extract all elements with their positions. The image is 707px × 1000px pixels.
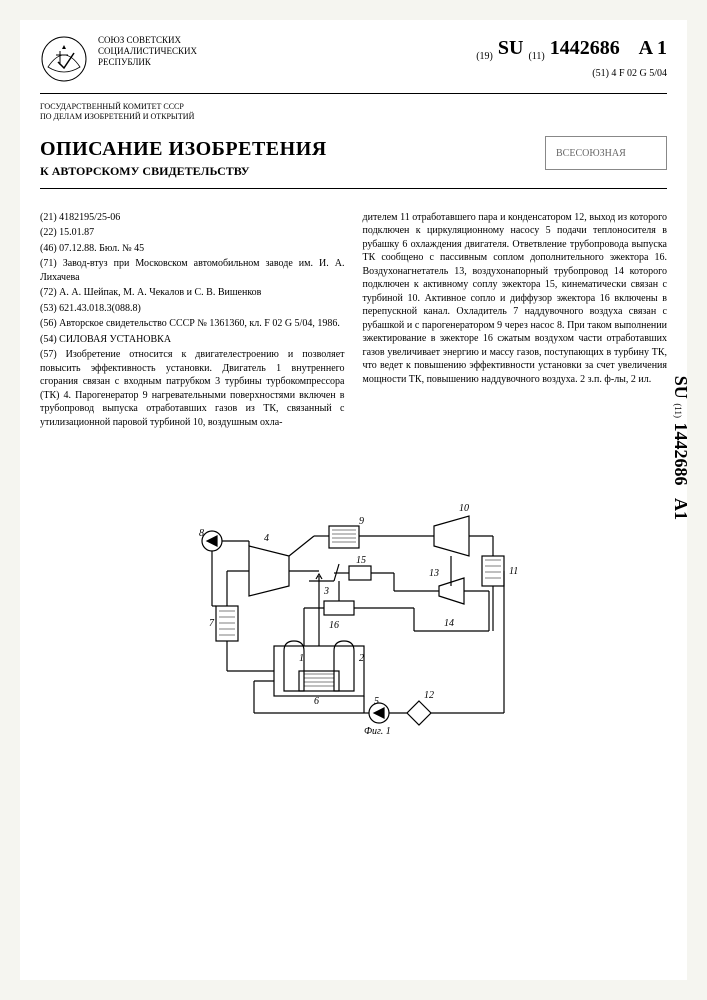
doc-number: 1442686 — [550, 37, 620, 59]
field-21: (21) 4182195/25-06 — [40, 211, 345, 225]
node-8: 8 — [199, 528, 204, 539]
abstract-col1: (57) Изобретение относится к двигателест… — [40, 348, 345, 429]
divider — [40, 93, 667, 94]
node-11: 11 — [509, 566, 518, 577]
side-kind: A1 — [671, 498, 691, 520]
field-22: (22) 15.01.87 — [40, 226, 345, 240]
field-56: (56) Авторское свидетельство СССР № 1361… — [40, 317, 345, 331]
union-line3: РЕСПУБЛИК — [98, 57, 466, 68]
node-3: 3 — [323, 586, 329, 597]
abstract-col2: дителем 11 отработавшего пара и конденса… — [363, 211, 668, 387]
schematic-diagram: 1 2 3 4 5 6 7 8 9 10 11 12 13 14 15 16 Ф… — [164, 456, 544, 736]
body-columns: (21) 4182195/25-06 (22) 15.01.87 (46) 07… — [40, 209, 667, 432]
left-column: (21) 4182195/25-06 (22) 15.01.87 (46) 07… — [40, 209, 345, 432]
node-4: 4 — [264, 533, 269, 544]
committee-line1: ГОСУДАРСТВЕННЫЙ КОМИТЕТ СССР — [40, 102, 667, 112]
divider — [40, 188, 667, 189]
figure-caption: Фиг. 1 — [364, 726, 391, 736]
union-line1: СОЮЗ СОВЕТСКИХ — [98, 35, 466, 46]
ipc-code: F 02 G 5/04 — [619, 68, 667, 79]
right-column: дителем 11 отработавшего пара и конденса… — [363, 209, 668, 432]
main-title: ОПИСАНИЕ ИЗОБРЕТЕНИЯ — [40, 136, 327, 162]
node-2: 2 — [359, 653, 364, 664]
figure-1: 1 2 3 4 5 6 7 8 9 10 11 12 13 14 15 16 Ф… — [40, 456, 667, 740]
doc-prefix: (11) — [528, 51, 544, 62]
node-14: 14 — [444, 618, 454, 629]
node-5: 5 — [374, 696, 379, 707]
node-9: 9 — [359, 516, 364, 527]
country-code: SU — [498, 37, 524, 59]
union-label: СОЮЗ СОВЕТСКИХ СОЦИАЛИСТИЧЕСКИХ РЕСПУБЛИ… — [98, 35, 466, 67]
committee-block: ГОСУДАРСТВЕННЫЙ КОМИТЕТ СССР ПО ДЕЛАМ ИЗ… — [40, 102, 667, 121]
node-10: 10 — [459, 503, 469, 514]
node-15: 15 — [356, 555, 366, 566]
page: СОЮЗ СОВЕТСКИХ СОЦИАЛИСТИЧЕСКИХ РЕСПУБЛИ… — [20, 20, 687, 980]
side-sub: (11) — [673, 403, 683, 418]
subtitle: К АВТОРСКОМУ СВИДЕТЕЛЬСТВУ — [40, 164, 327, 180]
library-stamp: ВСЕСОЮЗНАЯ — [545, 136, 667, 170]
country-prefix: (19) — [476, 51, 493, 62]
stamp-line1: ВСЕСОЮЗНАЯ — [556, 147, 656, 160]
ussr-emblem-icon — [40, 35, 88, 83]
node-16: 16 — [329, 620, 339, 631]
doc-number-block: (19) SU (11) 1442686 A 1 (51) 4 F 02 G 5… — [476, 35, 667, 80]
node-1: 1 — [299, 653, 304, 664]
side-prefix: SU — [671, 376, 691, 399]
node-12: 12 — [424, 690, 434, 701]
field-46: (46) 07.12.88. Бюл. № 45 — [40, 242, 345, 256]
node-6: 6 — [314, 696, 319, 707]
committee-line2: ПО ДЕЛАМ ИЗОБРЕТЕНИЙ И ОТКРЫТИЙ — [40, 112, 667, 122]
field-72: (72) А. А. Шейпак, М. А. Чекалов и С. В.… — [40, 286, 345, 300]
kind-code: A 1 — [639, 37, 667, 59]
field-53: (53) 621.43.018.3(088.8) — [40, 302, 345, 316]
side-number: 1442686 — [671, 422, 691, 485]
title-block: ОПИСАНИЕ ИЗОБРЕТЕНИЯ К АВТОРСКОМУ СВИДЕТ… — [40, 136, 667, 180]
field-71: (71) Завод-втуз при Московском автомобил… — [40, 257, 345, 284]
abstract-title: (54) СИЛОВАЯ УСТАНОВКА — [40, 333, 345, 347]
ipc-prefix: (51) 4 — [592, 68, 616, 79]
union-line2: СОЦИАЛИСТИЧЕСКИХ — [98, 46, 466, 57]
node-7: 7 — [209, 618, 215, 629]
node-13: 13 — [429, 568, 439, 579]
header: СОЮЗ СОВЕТСКИХ СОЦИАЛИСТИЧЕСКИХ РЕСПУБЛИ… — [40, 35, 667, 83]
side-doc-number: SU (11) 1442686 A1 — [669, 376, 692, 520]
